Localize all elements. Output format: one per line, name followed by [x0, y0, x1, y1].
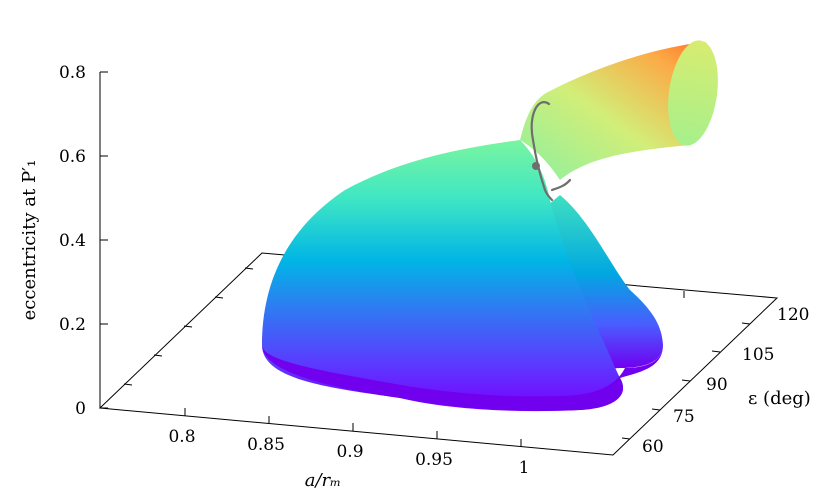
- x-tick-label: 0.85: [247, 435, 285, 455]
- x-ticks: 0.8 0.85 0.9 0.95 1: [168, 408, 529, 478]
- surface-upper-tube: [520, 42, 715, 180]
- surface: [262, 40, 718, 412]
- z-tick-label: 0.2: [59, 315, 86, 335]
- y-left-tick-mark: [183, 325, 193, 328]
- y-tick-label: 90: [706, 375, 728, 395]
- y-left-tick-mark: [153, 354, 163, 357]
- y-ticks: 60 75 90 105 120: [621, 305, 809, 457]
- z-axis-title: eccentricity at P′₁: [19, 160, 40, 321]
- z-tick-label: 0.8: [59, 63, 86, 83]
- base-plane-frame: [98, 252, 779, 456]
- y-tick-label: 75: [673, 407, 695, 427]
- y-tick-label: 60: [642, 437, 664, 457]
- surface-main-dome: [262, 140, 624, 412]
- boundary-curve-hook: [550, 178, 572, 192]
- surface-base-rim: [262, 345, 663, 411]
- y-left-tick-mark: [123, 383, 133, 386]
- y-tick-label: 105: [742, 345, 774, 365]
- y-tick-mark: [741, 322, 751, 325]
- z-tick-label: 0.6: [59, 147, 86, 167]
- surface-back-lobe: [548, 195, 663, 369]
- y-left-tick-mark: [214, 296, 224, 299]
- surface-tube-end-cap: [668, 40, 718, 146]
- x-tick-label: 0.8: [168, 427, 195, 447]
- y-tick-label: 120: [777, 305, 809, 325]
- x-axis-title: a/rₘ: [305, 470, 341, 491]
- y-tick-mark: [711, 350, 721, 353]
- z-tick-label: 0.4: [59, 231, 86, 251]
- y-left-ticks: [123, 267, 254, 386]
- z-ticks: 0 0.2 0.4 0.6 0.8: [59, 63, 108, 419]
- x-tick-label: 1: [519, 458, 530, 478]
- x-tick-label: 0.95: [415, 450, 453, 470]
- x-tick-label: 0.9: [336, 442, 363, 462]
- boundary-curve: [530, 101, 572, 202]
- y-tick-mark: [681, 379, 691, 382]
- y-axis-title: ε (deg): [748, 388, 811, 409]
- marker-point: [532, 162, 540, 170]
- z-tick-label: 0: [75, 399, 86, 419]
- y-tick-mark: [651, 408, 661, 411]
- y-tick-mark: [621, 437, 631, 440]
- axes: 0 0.2 0.4 0.6 0.8 0.8 0.85 0.9 0.95 1: [19, 63, 811, 491]
- y-left-tick-mark: [244, 267, 254, 270]
